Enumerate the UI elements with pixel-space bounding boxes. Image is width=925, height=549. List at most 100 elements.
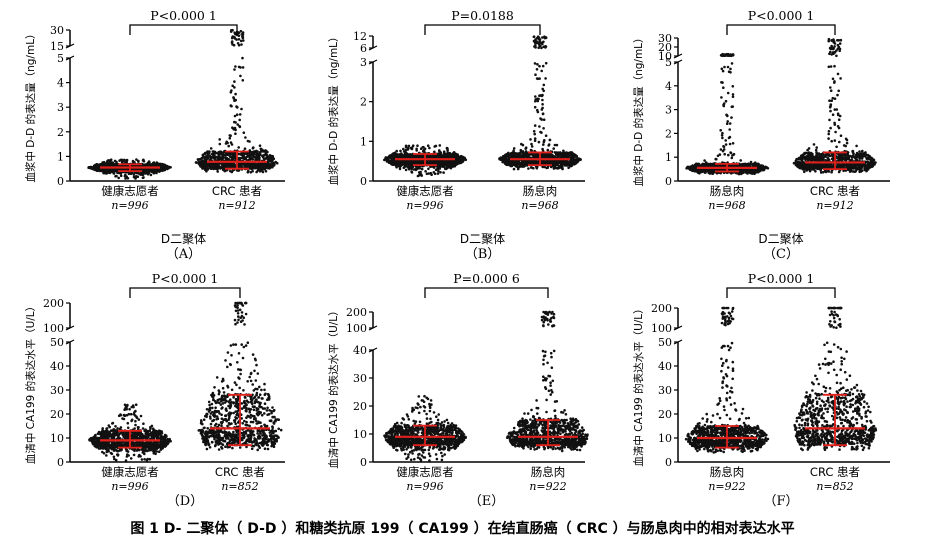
- data-point: [244, 136, 247, 139]
- data-point: [766, 167, 770, 170]
- data-point: [259, 151, 262, 154]
- data-point: [119, 174, 123, 178]
- data-point: [535, 155, 538, 159]
- series-2: [498, 35, 582, 171]
- data-point: [573, 160, 577, 163]
- data-point: [225, 140, 229, 144]
- y-axis-label: 血浆中 D-D 的表达量（ng/mL）: [24, 28, 37, 182]
- data-point: [233, 68, 236, 71]
- data-point: [255, 155, 259, 159]
- data-point: [725, 53, 729, 57]
- data-point: [744, 168, 748, 172]
- data-point: [542, 118, 546, 121]
- data-point: [731, 142, 735, 145]
- data-point: [404, 148, 408, 152]
- data-point: [237, 146, 240, 149]
- data-point: [249, 171, 253, 174]
- data-point: [421, 146, 425, 149]
- data-point: [722, 86, 725, 89]
- data-point: [574, 155, 578, 158]
- x-tick-label: 肠息肉: [523, 184, 558, 198]
- data-point: [460, 159, 463, 162]
- data-point: [501, 156, 505, 160]
- data-point: [261, 148, 264, 152]
- data-point: [141, 159, 145, 162]
- data-point: [114, 163, 117, 167]
- data-point: [165, 166, 168, 170]
- data-point: [87, 166, 90, 169]
- data-point: [542, 83, 546, 87]
- data-point: [209, 147, 213, 150]
- data-point: [266, 165, 269, 169]
- data-point: [102, 160, 106, 164]
- data-point: [746, 163, 750, 167]
- data-point: [556, 151, 560, 154]
- data-point: [206, 150, 210, 154]
- data-point: [219, 150, 223, 154]
- data-point: [750, 170, 753, 173]
- data-point: [757, 167, 760, 171]
- data-point: [541, 160, 544, 164]
- data-point: [431, 161, 435, 164]
- data-point: [723, 152, 726, 156]
- data-point: [415, 149, 419, 152]
- data-point: [721, 131, 724, 135]
- data-point: [524, 146, 528, 149]
- y-tick-label: 3: [57, 101, 64, 114]
- data-point: [549, 155, 552, 158]
- data-point: [511, 163, 514, 167]
- data-point: [565, 151, 568, 154]
- data-point: [271, 157, 275, 161]
- data-point: [200, 165, 204, 168]
- data-point: [720, 96, 723, 99]
- data-point: [102, 171, 105, 175]
- data-point: [731, 93, 735, 96]
- data-point: [240, 43, 243, 46]
- data-point: [562, 152, 566, 156]
- data-point: [416, 144, 419, 147]
- data-point: [540, 131, 543, 134]
- data-point: [764, 165, 767, 169]
- data-point: [218, 138, 221, 141]
- data-point: [409, 146, 413, 150]
- data-point: [446, 147, 449, 150]
- data-point: [156, 169, 160, 172]
- data-point: [529, 148, 533, 152]
- data-point: [726, 120, 729, 123]
- data-point: [533, 62, 537, 65]
- data-point: [730, 62, 734, 65]
- data-point: [529, 138, 532, 141]
- data-point: [446, 151, 450, 154]
- data-point: [452, 162, 456, 166]
- data-point: [533, 105, 537, 109]
- data-point: [112, 172, 116, 175]
- panel-letter: （B）: [465, 247, 501, 262]
- y-tick-label: 1: [360, 135, 367, 148]
- data-point: [538, 38, 541, 41]
- data-point: [241, 56, 244, 60]
- data-point: [719, 148, 723, 151]
- data-point: [132, 173, 136, 176]
- data-point: [420, 161, 423, 165]
- data-point: [134, 175, 138, 178]
- data-point: [727, 153, 730, 157]
- data-point: [538, 41, 541, 44]
- y-tick-label: 2: [665, 127, 672, 140]
- data-point: [515, 165, 519, 168]
- data-point: [569, 164, 572, 168]
- data-point: [540, 118, 543, 121]
- significance-bracket: [129, 24, 238, 35]
- data-point: [503, 160, 507, 164]
- data-point: [110, 161, 113, 164]
- data-point: [427, 172, 431, 175]
- group-n-label: n=968: [521, 199, 558, 212]
- y-tick-label: 1: [57, 150, 64, 163]
- data-point: [214, 166, 217, 169]
- y-tick-label: 3: [665, 104, 672, 117]
- data-point: [255, 150, 258, 154]
- data-point: [411, 161, 415, 165]
- data-point: [708, 169, 712, 172]
